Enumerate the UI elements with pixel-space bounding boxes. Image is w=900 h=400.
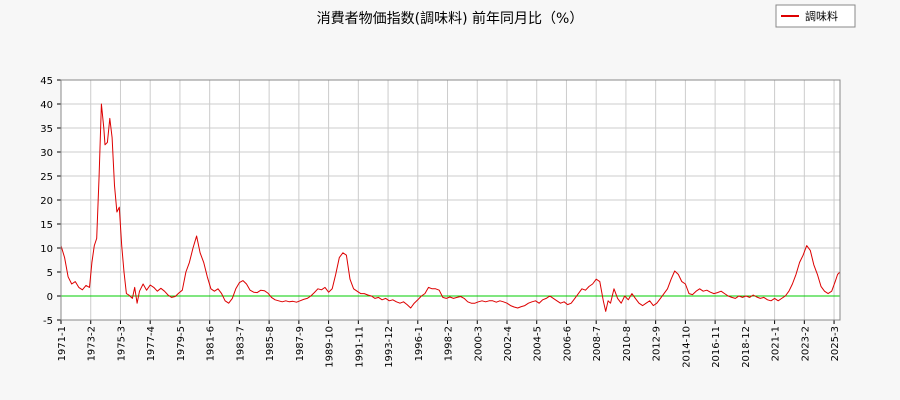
y-tick-label: 40 [40, 100, 53, 111]
y-tick-label: 10 [40, 244, 53, 255]
x-tick-label: 1971-1 [57, 326, 68, 361]
x-tick-label: 2025-3 [830, 326, 841, 361]
x-tick-label: 2023-2 [800, 326, 811, 361]
y-tick-label: 20 [40, 196, 53, 207]
legend-label: 調味料 [805, 9, 838, 23]
y-tick-label: 0 [47, 292, 53, 303]
y-tick-label: 5 [47, 268, 53, 279]
x-tick-label: 1993-12 [384, 326, 395, 368]
x-tick-label: 1987-9 [295, 326, 306, 361]
series-line [60, 103, 841, 312]
x-tick-label: 1979-5 [176, 326, 187, 361]
x-tick-label: 1998-2 [444, 326, 455, 361]
x-tick-label: 1983-7 [235, 326, 246, 361]
x-tick-label: 1981-6 [206, 326, 217, 361]
plot-area: -5 0 5 10 15 20 25 30 35 40 45 1971-1 1973-2 1975-3 19… [40, 76, 841, 368]
x-tick-label: 2021-1 [771, 326, 782, 361]
y-tick-label: 35 [40, 124, 53, 135]
chart-title: 消費者物価指数(調味料) 前年同月比（%） [317, 10, 584, 27]
x-tick-label: 2000-3 [473, 326, 484, 361]
legend-box [775, 4, 856, 28]
x-tick-label: 1989-10 [325, 326, 336, 368]
x-tick-label: 2018-12 [741, 326, 752, 368]
y-tick-label: 30 [40, 148, 53, 159]
x-tick-label: 1996-1 [414, 326, 425, 361]
x-tick-label: 2006-6 [562, 326, 573, 361]
x-tick-label: 2012-9 [652, 326, 663, 361]
y-tick-label: -5 [43, 316, 53, 327]
x-tick-label: 2004-5 [533, 326, 544, 361]
x-tick-label: 2016-11 [711, 326, 722, 368]
y-tick-label: 15 [40, 220, 53, 231]
x-tick-label: 2014-10 [681, 326, 692, 368]
y-tick-label: 25 [40, 172, 53, 183]
x-tick-label: 1973-2 [87, 326, 98, 361]
legend: 調味料 [775, 4, 856, 28]
x-tick-label: 1985-8 [265, 326, 276, 361]
x-tick-label: 1977-4 [146, 326, 157, 361]
x-tick-label: 1991-11 [354, 326, 365, 368]
x-tick-label: 2002-4 [503, 326, 514, 361]
x-tick-label: 2010-8 [622, 326, 633, 361]
y-tick-label: 45 [40, 76, 53, 87]
x-tick-label: 2008-7 [592, 326, 603, 361]
plot-frame [60, 79, 841, 321]
x-tick-label: 1975-3 [116, 326, 127, 361]
